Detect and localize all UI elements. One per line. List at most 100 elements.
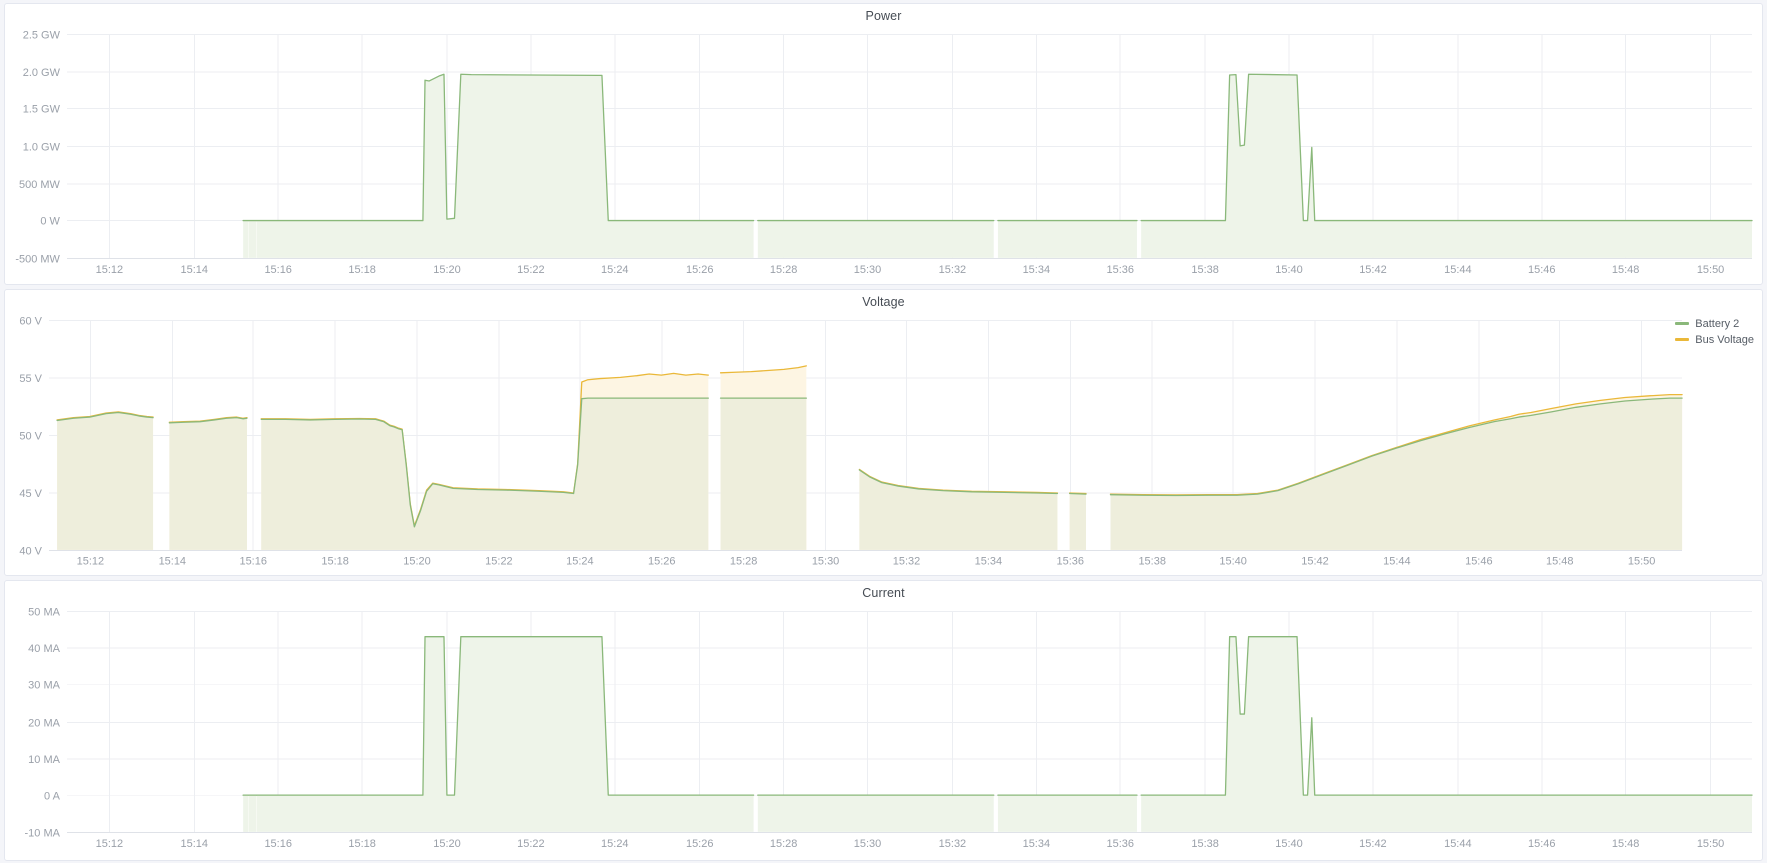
series-area-fill: [1141, 637, 1753, 833]
panel-title-voltage: Voltage: [862, 294, 905, 309]
y-axis-tick-label: 2.0 GW: [23, 67, 61, 79]
x-axis-tick-label: 15:42: [1301, 555, 1328, 567]
legend-item-bus-voltage[interactable]: Bus Voltage: [1675, 332, 1754, 348]
series-area-fill: [256, 74, 754, 258]
x-axis-tick-label: 15:22: [517, 264, 544, 276]
y-axis-tick-label: 60 V: [19, 315, 42, 327]
x-axis-tick-label: 15:24: [601, 838, 628, 850]
x-axis-tick-label: 15:14: [181, 838, 208, 850]
x-axis-tick-label: 15:42: [1359, 264, 1386, 276]
series-area-fill: [243, 795, 249, 833]
x-axis-tick-label: 15:18: [348, 264, 375, 276]
series-area-fill: [997, 795, 1137, 833]
series-line-battery-2: [858, 468, 1059, 494]
y-axis-tick-label: -10 MA: [25, 828, 61, 840]
x-axis-tick-label: 15:14: [181, 264, 208, 276]
series-area-fill: [243, 220, 249, 258]
x-axis-tick-label: 15:44: [1444, 838, 1471, 850]
legend-label-battery-2[interactable]: Battery 2: [1695, 317, 1740, 330]
x-axis-tick-label: 15:20: [433, 838, 460, 850]
panel-title-current: Current: [862, 586, 905, 601]
x-axis-tick-label: 15:32: [939, 264, 966, 276]
power-timeseries-chart[interactable]: -500 MW 0 W 500 MW 1.0 GW 1.5 GW 2.0 GW 2.5 GW…: [5, 24, 1762, 284]
x-axis-tick-label: 15:26: [686, 264, 713, 276]
series-area-fill: [57, 412, 154, 550]
series-line-battery-2: [56, 411, 154, 421]
x-axis-tick-label: 15:36: [1106, 264, 1133, 276]
series-line-battery-2: [1069, 492, 1087, 495]
x-axis-tick-label: 15:42: [1359, 838, 1386, 850]
y-axis-tick-label: -500 MW: [15, 253, 60, 265]
current-timeseries-chart[interactable]: -10 MA 0 A 10 MA 20 MA 30 MA 40 MA 50 MA 15:12 1…: [5, 601, 1762, 860]
x-axis-tick-label: 15:14: [159, 555, 186, 567]
x-axis-tick-label: 15:36: [1057, 555, 1084, 567]
y-axis-tick-label: 45 V: [19, 488, 42, 500]
x-axis-tick-label: 15:28: [770, 264, 797, 276]
y-axis-tick-label: 1.0 GW: [23, 141, 61, 153]
x-axis-tick-label: 15:46: [1528, 838, 1555, 850]
chart-area-power[interactable]: -500 MW 0 W 500 MW 1.0 GW 1.5 GW 2.0 GW 2.5 GW…: [5, 24, 1762, 284]
x-axis-tick-label: 15:50: [1697, 264, 1724, 276]
x-axis-tick-label: 15:44: [1444, 264, 1471, 276]
x-axis-tick-label: 15:32: [939, 838, 966, 850]
panel-current[interactable]: Current -10 MA 0 A 10 MA 20 MA 30 MA 40 MA 50 …: [4, 580, 1763, 861]
x-axis-tick-label: 15:24: [601, 264, 628, 276]
x-axis-tick-label: 15:50: [1628, 555, 1655, 567]
chart-area-current[interactable]: -10 MA 0 A 10 MA 20 MA 30 MA 40 MA 50 MA 15:12 1…: [5, 601, 1762, 860]
x-axis-tick-label: 15:34: [975, 555, 1002, 567]
x-axis-tick-label: 15:50: [1697, 838, 1724, 850]
chart-area-voltage[interactable]: 40 V 45 V 50 V 55 V 60 V 15:12 15:14 15:16 15:18…: [5, 310, 1762, 576]
x-axis-tick-label: 15:30: [812, 555, 839, 567]
x-axis-tick-label: 15:36: [1106, 838, 1133, 850]
series-line-battery-2: [168, 416, 248, 424]
series-area-fill: [757, 795, 994, 833]
panel-title-power: Power: [865, 9, 902, 23]
panel-voltage[interactable]: Voltage 40 V 45 V 50 V 55 V 60 V 15:12 15:14 15…: [4, 288, 1763, 577]
x-axis-tick-label: 15:24: [566, 555, 593, 567]
series-line-battery-2: [1140, 73, 1753, 222]
voltage-timeseries-chart[interactable]: 40 V 45 V 50 V 55 V 60 V 15:12 15:14 15:16 15:18…: [5, 310, 1762, 576]
series-area-fill: [169, 417, 247, 550]
series-area-fill: [248, 795, 257, 833]
legend-item-battery-2[interactable]: Battery 2: [1675, 316, 1754, 332]
x-axis-tick-label: 15:12: [96, 264, 123, 276]
series-area-fill: [1141, 74, 1753, 258]
x-axis-tick-label: 15:18: [321, 555, 348, 567]
x-axis-tick-label: 15:46: [1528, 264, 1555, 276]
x-axis-tick-label: 15:22: [485, 555, 512, 567]
y-axis-tick-label: 0 W: [40, 216, 60, 228]
x-axis-tick-label: 15:44: [1383, 555, 1410, 567]
series-line-battery-2: [256, 636, 755, 797]
x-axis-tick-label: 15:48: [1612, 264, 1639, 276]
series-area-fill: [1069, 493, 1086, 550]
y-axis-tick-label: 20 MA: [28, 718, 60, 730]
x-axis-tick-label: 15:30: [854, 264, 881, 276]
series-area-fill: [859, 469, 1058, 550]
series-line-battery-2: [256, 73, 755, 222]
x-axis-tick-label: 15:20: [403, 555, 430, 567]
x-axis-tick-label: 15:34: [1023, 264, 1050, 276]
x-axis-tick-label: 15:26: [686, 838, 713, 850]
x-axis-tick-label: 15:28: [730, 555, 757, 567]
chart-legend[interactable]: Battery 2 Bus Voltage: [1675, 316, 1754, 348]
series-area-fill: [256, 637, 754, 833]
y-axis-tick-label: 50 V: [19, 430, 42, 442]
panel-power[interactable]: Power -500 MW 0 W 500 MW 1.0 GW 1.5 GW 2.0 GW…: [4, 3, 1763, 285]
x-axis-tick-label: 15:34: [1023, 838, 1050, 850]
y-axis-tick-label: 500 MW: [19, 179, 61, 191]
series-area-fill: [997, 220, 1137, 258]
x-axis-tick-label: 15:46: [1465, 555, 1492, 567]
series-area-fill: [757, 220, 994, 258]
series-line-battery-2: [1109, 397, 1683, 496]
legend-label-bus-voltage[interactable]: Bus Voltage: [1695, 333, 1754, 346]
x-axis-tick-label: 15:12: [96, 838, 123, 850]
x-axis-tick-label: 15:32: [893, 555, 920, 567]
y-axis-tick-label: 10 MA: [28, 754, 60, 766]
x-axis-tick-label: 15:40: [1275, 264, 1302, 276]
y-axis-tick-label: 55 V: [19, 373, 42, 385]
series-area-fill: [261, 397, 709, 550]
series-line-battery-2: [1140, 636, 1753, 797]
x-axis-tick-label: 15:16: [239, 555, 266, 567]
x-axis-tick-label: 15:48: [1612, 838, 1639, 850]
